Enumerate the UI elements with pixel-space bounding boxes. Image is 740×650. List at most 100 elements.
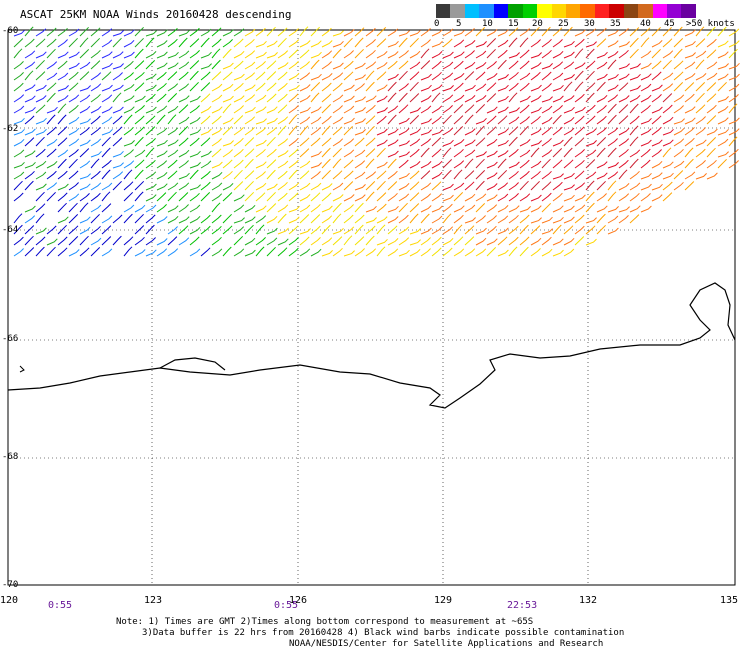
wind-barb [134, 204, 146, 213]
wind-barb [475, 137, 486, 147]
wind-barb [596, 81, 606, 92]
wind-barb [508, 37, 518, 48]
wind-barb [277, 104, 288, 114]
wind-barb [453, 60, 464, 70]
wind-barb [101, 51, 113, 59]
wind-barb [574, 93, 585, 103]
wind-barb [684, 93, 695, 103]
wind-barb [101, 39, 113, 48]
wind-barb [222, 117, 234, 125]
wind-barb [662, 50, 674, 59]
wind-barb [189, 150, 201, 158]
wind-barb [519, 224, 529, 235]
wind-barb [288, 93, 299, 103]
wind-barb [508, 225, 519, 235]
colorbar-label: 10 [482, 19, 493, 29]
wind-barb [200, 247, 211, 257]
wind-barb [222, 159, 233, 169]
wind-barb [519, 236, 530, 246]
wind-barb [420, 161, 432, 169]
colorbar-label: 30 [584, 19, 595, 29]
wind-barb [387, 150, 399, 158]
colorbar-label: 20 [532, 19, 543, 29]
wind-barb [211, 148, 222, 158]
wind-barb [244, 28, 256, 37]
wind-barb [475, 117, 487, 125]
wind-barb [398, 249, 410, 257]
wind-barb [640, 172, 652, 180]
wind-barb [552, 39, 563, 48]
wind-barb [398, 92, 408, 103]
wind-barb [475, 158, 485, 169]
wind-barb [90, 192, 101, 202]
wind-barb [123, 181, 134, 191]
wind-barb [607, 215, 619, 224]
wind-barb [563, 106, 575, 114]
wind-barb [497, 169, 508, 180]
wind-barb [376, 139, 388, 147]
wind-barb [343, 117, 355, 125]
wind-barb [684, 181, 695, 191]
wind-barb [596, 137, 607, 147]
wind-barb [288, 205, 300, 213]
wind-barb [640, 183, 652, 191]
wind-barb [541, 83, 552, 92]
wind-barb [354, 248, 365, 257]
wind-barb [629, 63, 641, 70]
wind-barb [189, 204, 201, 213]
wind-barb [57, 39, 68, 48]
wind-barb [365, 225, 376, 235]
wind-barb [651, 126, 662, 136]
wind-barb [68, 82, 79, 92]
wind-barb [585, 180, 595, 191]
wind-barb [112, 171, 124, 180]
wind-barb [332, 62, 344, 70]
wind-barb [519, 214, 530, 224]
wind-barb [497, 193, 509, 202]
wind-barb [35, 136, 45, 147]
wind-barb [409, 115, 420, 125]
wind-barb [442, 114, 452, 125]
wind-barb [563, 116, 575, 125]
wind-barb [387, 170, 398, 180]
wind-barb [266, 82, 277, 92]
wind-barb [706, 172, 718, 180]
wind-barb [112, 63, 124, 70]
wind-barb [574, 204, 586, 213]
lon-label: 135 [720, 595, 739, 606]
wind-barb [277, 227, 289, 235]
wind-barb [288, 159, 299, 169]
wind-barb [640, 50, 652, 59]
wind-barb [57, 202, 67, 213]
wind-barb [57, 72, 69, 81]
wind-barb [376, 115, 387, 125]
colorbar-label: >50 knots [686, 19, 735, 29]
wind-barb [145, 171, 157, 180]
wind-barb [255, 40, 267, 48]
wind-barb [299, 182, 311, 191]
wind-barb [585, 60, 596, 70]
wind-barb [541, 71, 552, 81]
wind-barb [255, 182, 267, 191]
wind-barb [728, 103, 738, 114]
wind-barb [420, 39, 431, 48]
wind-barb [123, 149, 134, 158]
wind-barb [156, 248, 168, 257]
wind-barb [46, 160, 58, 169]
wind-barb [244, 127, 255, 136]
wind-barb [552, 224, 562, 235]
wind-barb [90, 237, 102, 246]
wind-barb [145, 37, 155, 48]
wind-barb [475, 41, 487, 48]
wind-barb [310, 203, 321, 213]
wind-barb [453, 51, 465, 59]
wind-barb [497, 227, 509, 235]
wind-barb [211, 106, 223, 114]
wind-barb [134, 71, 145, 81]
wind-barb [68, 225, 79, 235]
wind-barb [530, 71, 541, 81]
wind-barb [233, 226, 245, 235]
wind-barb [585, 202, 595, 213]
wind-barb [112, 37, 122, 48]
wind-barb [398, 117, 410, 125]
